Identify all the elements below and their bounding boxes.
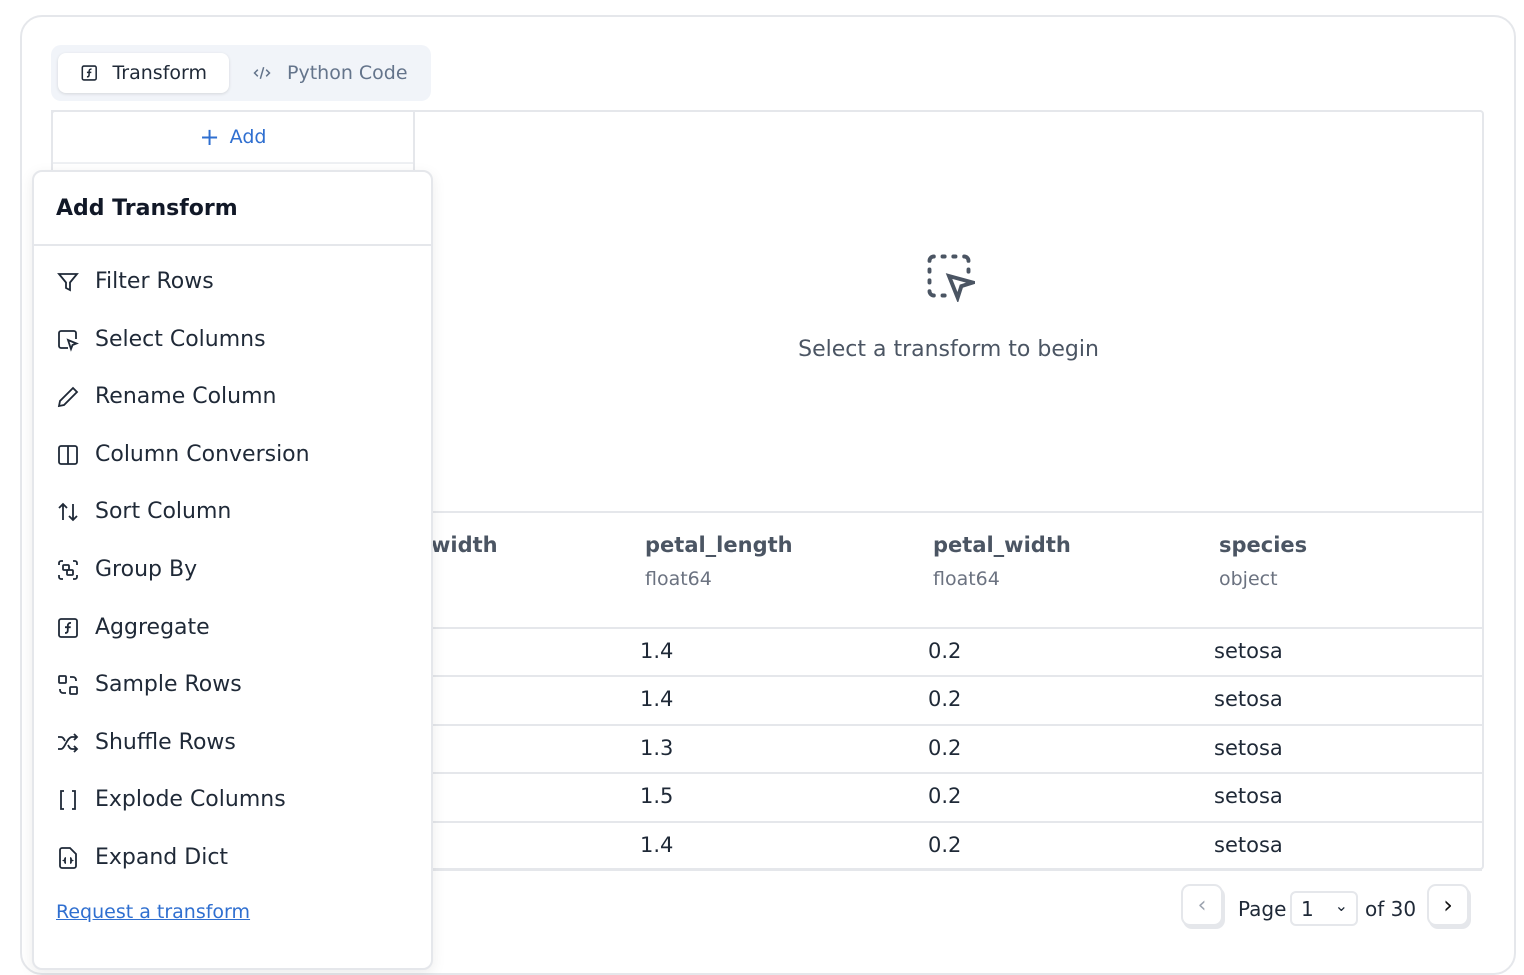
function-square-icon	[58, 617, 78, 638]
chevron-right-icon: ›	[1443, 891, 1453, 919]
tab-transform[interactable]: Transform	[58, 53, 229, 93]
menu-item-column-conversion[interactable]: Column Conversion	[56, 442, 310, 467]
menu-item-select-columns[interactable]: Select Columns	[56, 327, 266, 352]
cell: setosa	[1214, 735, 1283, 760]
tab-label: Transform	[112, 62, 207, 84]
cell: 0.2	[928, 832, 962, 857]
menu-item-label: Column Conversion	[95, 442, 310, 467]
empty-state-text: Select a transform to begin	[798, 337, 1099, 362]
cell: setosa	[1214, 784, 1283, 809]
select-columns-icon	[58, 329, 79, 352]
menu-item-group-by[interactable]: Group By	[56, 557, 197, 582]
cell: setosa	[1214, 687, 1283, 712]
chevron-down-icon: ⌄	[1334, 896, 1348, 915]
empty-state: Select a transform to begin	[415, 112, 1482, 512]
request-transform-link[interactable]: Request a transform	[56, 901, 251, 923]
brackets-icon	[60, 789, 76, 810]
cell: 1.5	[640, 784, 674, 809]
column-header[interactable]: petal_width	[933, 533, 1071, 557]
column-type: object	[1219, 568, 1278, 590]
menu-item-filter-rows[interactable]: Filter Rows	[56, 269, 214, 294]
popover-title: Add Transform	[34, 172, 431, 246]
menu-item-sample-rows[interactable]: Sample Rows	[56, 672, 242, 697]
cell: 0.2	[928, 735, 962, 760]
cell: 1.4	[640, 832, 674, 857]
menu-item-label: Sample Rows	[95, 672, 242, 697]
columns-icon	[58, 444, 78, 465]
menu-item-sort-column[interactable]: Sort Column	[56, 499, 231, 524]
cell: 1.4	[640, 639, 674, 663]
cell: 1.3	[640, 735, 674, 760]
menu-item-label: Group By	[95, 557, 198, 582]
menu-item-label: Rename Column	[95, 384, 277, 409]
add-transform-button[interactable]: + Add	[53, 112, 413, 164]
menu-item-explode-columns[interactable]: Explode Columns	[56, 787, 286, 812]
menu-item-label: Explode Columns	[95, 787, 286, 812]
menu-item-label: Shuffle Rows	[95, 730, 236, 755]
column-header[interactable]: species	[1219, 533, 1308, 557]
shuffle-icon	[58, 732, 79, 753]
cell: 0.2	[928, 639, 962, 663]
sample-icon	[58, 674, 78, 695]
menu-item-label: Select Columns	[95, 327, 266, 352]
table-row: 1.4 0.2 setosa	[415, 677, 1482, 726]
add-transform-popover: Add Transform Filter Rows Select Columns…	[32, 170, 433, 970]
table-row: 1.5 0.2 setosa	[415, 774, 1482, 823]
menu-item-expand-dict[interactable]: Expand Dict	[56, 845, 228, 870]
page-label: Page	[1238, 897, 1287, 921]
cell: 1.4	[640, 687, 674, 712]
table-row: 1.4 0.2 setosa	[415, 629, 1482, 678]
cell: 0.2	[928, 687, 962, 712]
menu-item-rename-column[interactable]: Rename Column	[56, 384, 276, 409]
table-header: width petal_length float64 petal_width f…	[415, 513, 1482, 629]
plus-icon: +	[199, 123, 220, 151]
group-icon	[58, 559, 78, 580]
table-row: 1.3 0.2 setosa	[415, 726, 1482, 775]
menu-item-label: Sort Column	[95, 499, 232, 524]
tab-bar: Transform Python Code	[51, 45, 431, 101]
next-page-button[interactable]: ›	[1427, 884, 1469, 926]
prev-page-button[interactable]: ‹	[1181, 884, 1223, 926]
column-type: float64	[645, 568, 712, 590]
menu-item-label: Filter Rows	[95, 269, 214, 294]
dashed-select-cursor-icon	[927, 254, 975, 302]
column-header[interactable]: petal_length	[645, 533, 793, 557]
tab-python-code[interactable]: Python Code	[229, 53, 430, 93]
code-icon	[253, 66, 271, 80]
cell: setosa	[1214, 832, 1283, 857]
page-select[interactable]: 1 ⌄	[1290, 891, 1358, 926]
function-square-icon	[81, 65, 97, 81]
page-count: of 30	[1365, 897, 1417, 921]
page-value: 1	[1301, 897, 1314, 921]
filter-icon	[57, 272, 79, 291]
transform-list: + Add	[51, 110, 415, 170]
file-json-icon	[59, 846, 77, 869]
tab-label: Python Code	[287, 62, 408, 84]
chevron-left-icon: ‹	[1197, 892, 1207, 918]
pencil-icon	[57, 386, 79, 407]
add-label: Add	[229, 126, 267, 148]
cell: setosa	[1214, 639, 1283, 663]
column-type: float64	[933, 568, 1000, 590]
menu-item-label: Expand Dict	[95, 845, 229, 870]
data-table: width petal_length float64 petal_width f…	[415, 511, 1482, 871]
menu-item-aggregate[interactable]: Aggregate	[56, 615, 210, 640]
menu-item-label: Aggregate	[95, 615, 210, 640]
column-header[interactable]: width	[431, 533, 498, 557]
cell: 0.2	[928, 784, 962, 809]
table-row: 1.4 0.2 setosa	[415, 823, 1482, 871]
sort-arrows-icon	[58, 502, 78, 521]
menu-item-shuffle-rows[interactable]: Shuffle Rows	[56, 730, 236, 755]
